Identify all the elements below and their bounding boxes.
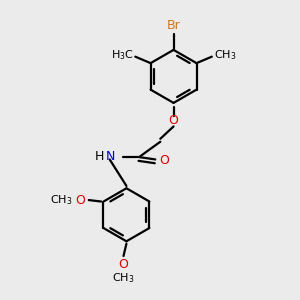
Text: O: O [118, 258, 128, 272]
Text: CH$_3$: CH$_3$ [50, 193, 72, 207]
Text: N: N [105, 150, 115, 163]
Text: O: O [169, 114, 178, 127]
Text: CH$_3$: CH$_3$ [112, 271, 135, 284]
Text: CH$_3$: CH$_3$ [214, 48, 236, 62]
Text: H: H [94, 150, 104, 163]
Text: O: O [75, 194, 85, 207]
Text: H$_3$C: H$_3$C [111, 48, 134, 62]
Text: O: O [160, 154, 170, 166]
Text: Br: Br [167, 19, 180, 32]
